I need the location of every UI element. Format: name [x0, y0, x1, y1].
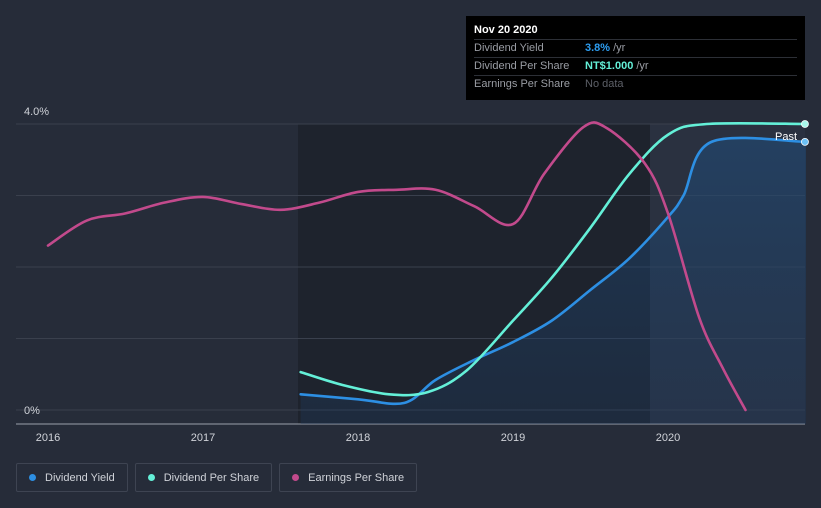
chart-tooltip: Nov 20 2020 Dividend Yield 3.8% /yr Divi…: [466, 16, 805, 100]
legend-dot-icon: [292, 474, 300, 481]
legend-item-dividend-per-share[interactable]: Dividend Per Share: [134, 463, 273, 492]
tooltip-row-dividend-per-share: Dividend Per Share NT$1.000 /yr: [474, 57, 797, 75]
tooltip-unit: /yr: [613, 42, 626, 54]
tooltip-row-dividend-yield: Dividend Yield 3.8% /yr: [474, 39, 797, 57]
tooltip-label: Dividend Per Share: [474, 60, 570, 72]
tooltip-label: Dividend Yield: [474, 42, 544, 54]
x-tick-label: 2017: [191, 432, 215, 444]
tooltip-value: NT$1.000: [585, 60, 634, 72]
dividend-yield-end-marker: [801, 137, 809, 146]
tooltip-unit: /yr: [636, 60, 649, 72]
dividend-per-share-line: [299, 121, 808, 397]
tooltip-date: Nov 20 2020: [474, 24, 538, 36]
x-tick-label: 2020: [656, 432, 680, 444]
tooltip-row-earnings-per-share: Earnings Per Share No data: [474, 75, 797, 93]
dividend-yield-line: [299, 136, 808, 406]
legend-label: Dividend Per Share: [163, 471, 260, 484]
legend-item-dividend-yield[interactable]: Dividend Yield: [16, 463, 128, 492]
y-tick-label: 4.0%: [24, 106, 49, 118]
tooltip-value: No data: [585, 78, 624, 90]
legend-label: Dividend Yield: [45, 471, 115, 484]
legend-dot-icon: [29, 474, 36, 481]
legend-item-earnings-per-share[interactable]: Earnings Per Share: [279, 463, 418, 492]
legend-label: Earnings Per Share: [308, 471, 405, 484]
x-tick-label: 2019: [501, 432, 525, 444]
dividend-yield-area: [300, 137, 806, 424]
chart-legend: Dividend Yield Dividend Per Share Earnin…: [16, 463, 418, 492]
x-tick-label: 2018: [346, 432, 370, 444]
x-tick-label: 2016: [36, 432, 60, 444]
legend-dot-icon: [147, 474, 155, 481]
earnings-per-share-line: [46, 121, 747, 412]
y-tick-label: 0%: [24, 405, 40, 417]
dividend-per-share-end-marker: [801, 120, 809, 128]
tooltip-label: Earnings Per Share: [474, 78, 570, 90]
past-label: Past: [775, 131, 797, 143]
tooltip-value: 3.8%: [585, 42, 611, 54]
